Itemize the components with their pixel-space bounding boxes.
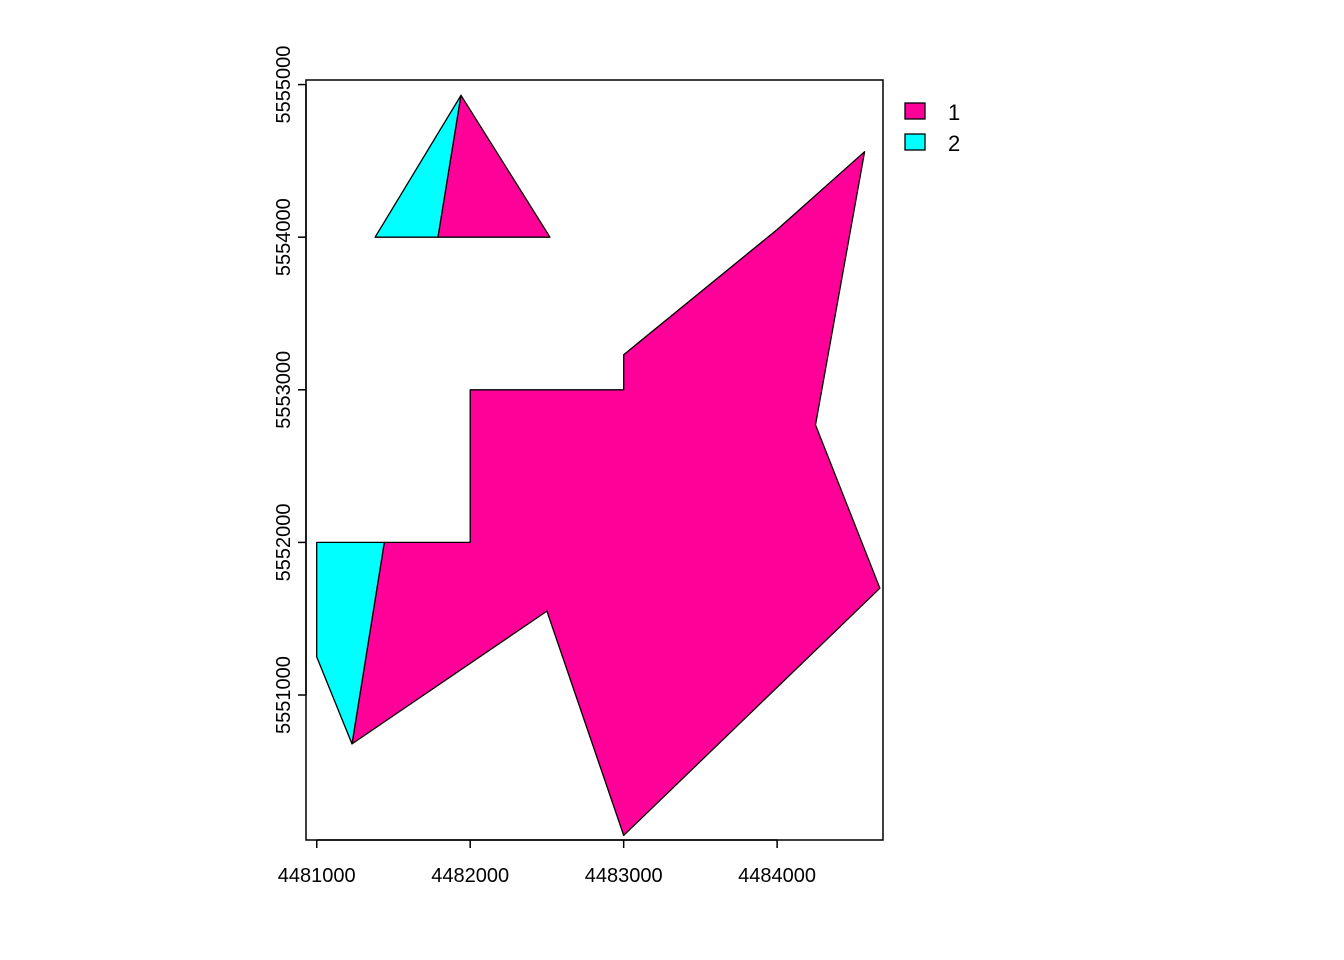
x-tick-label: 4482000 (431, 865, 509, 887)
legend-swatch (904, 102, 926, 120)
y-tick-label: 5554000 (273, 198, 295, 276)
polygons-layer (316, 94, 881, 837)
y-axis: 5551000 5552000 5553000 5554000 5555000 (273, 46, 307, 734)
triangle-right-class-1 (437, 94, 551, 238)
x-tick-label: 4483000 (585, 865, 663, 887)
legend: 12 (904, 100, 960, 156)
x-axis: 4481000 4482000 4483000 4484000 (278, 839, 816, 887)
y-tick-label: 5553000 (273, 351, 295, 429)
small-polygon-class-2 (316, 541, 385, 745)
legend-swatch (904, 133, 926, 151)
y-tick-label: 5555000 (273, 46, 295, 124)
y-tick-label: 5552000 (273, 503, 295, 581)
x-tick-label: 4481000 (278, 865, 356, 887)
y-tick-label: 5551000 (273, 656, 295, 734)
legend-label: 2 (948, 131, 960, 156)
legend-label: 1 (948, 100, 960, 125)
large-polygon-class-1 (351, 151, 881, 837)
x-tick-label: 4484000 (738, 865, 816, 887)
